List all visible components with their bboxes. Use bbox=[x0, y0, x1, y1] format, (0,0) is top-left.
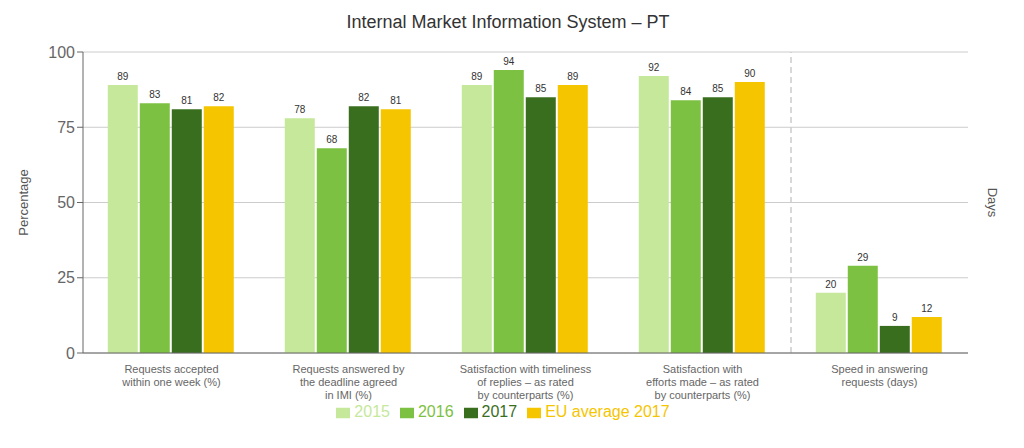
svg-text:92: 92 bbox=[648, 62, 660, 73]
svg-text:Days: Days bbox=[985, 188, 1000, 218]
svg-text:82: 82 bbox=[213, 92, 225, 103]
svg-text:89: 89 bbox=[471, 71, 483, 82]
svg-text:75: 75 bbox=[57, 119, 75, 136]
html-text:EU average 2017: EU average 2017 bbox=[545, 403, 670, 420]
svg-text:Percentage: Percentage bbox=[16, 169, 31, 236]
svg-text:0: 0 bbox=[66, 345, 75, 362]
svg-text:Satisfaction withefforts made: Satisfaction withefforts made – as rated… bbox=[646, 363, 759, 401]
svg-text:12: 12 bbox=[921, 303, 933, 314]
svg-text:25: 25 bbox=[57, 269, 75, 286]
svg-text:85: 85 bbox=[712, 83, 724, 94]
svg-text:78: 78 bbox=[294, 104, 306, 115]
svg-text:50: 50 bbox=[57, 194, 75, 211]
html-text:2017: 2017 bbox=[481, 403, 518, 420]
svg-text:29: 29 bbox=[857, 252, 869, 263]
svg-text:90: 90 bbox=[744, 68, 756, 79]
svg-text:9: 9 bbox=[892, 312, 898, 323]
svg-text:Satisfaction with timelinessof: Satisfaction with timelinessof replies –… bbox=[460, 363, 592, 401]
html-text:2016: 2016 bbox=[417, 403, 454, 420]
svg-text:100: 100 bbox=[48, 44, 75, 61]
svg-text:Requests acceptedwithin one we: Requests acceptedwithin one week (%) bbox=[121, 363, 220, 388]
svg-text:89: 89 bbox=[117, 71, 129, 82]
svg-text:81: 81 bbox=[181, 95, 193, 106]
svg-text:82: 82 bbox=[358, 92, 370, 103]
svg-text:85: 85 bbox=[535, 83, 547, 94]
html-text:2015: 2015 bbox=[354, 403, 390, 420]
html-text:Internal Market Information Sy: Internal Market Information System – PT bbox=[346, 12, 670, 32]
svg-text:Requests answered bythe deadli: Requests answered bythe deadline agreedi… bbox=[293, 363, 405, 401]
svg-text:84: 84 bbox=[680, 86, 692, 97]
svg-text:Speed in answeringrequests (da: Speed in answeringrequests (days) bbox=[831, 363, 928, 388]
svg-text:89: 89 bbox=[567, 71, 579, 82]
svg-text:94: 94 bbox=[503, 56, 515, 67]
svg-text:83: 83 bbox=[149, 89, 161, 100]
svg-text:68: 68 bbox=[326, 134, 338, 145]
svg-text:20: 20 bbox=[825, 279, 837, 290]
svg-text:81: 81 bbox=[390, 95, 402, 106]
